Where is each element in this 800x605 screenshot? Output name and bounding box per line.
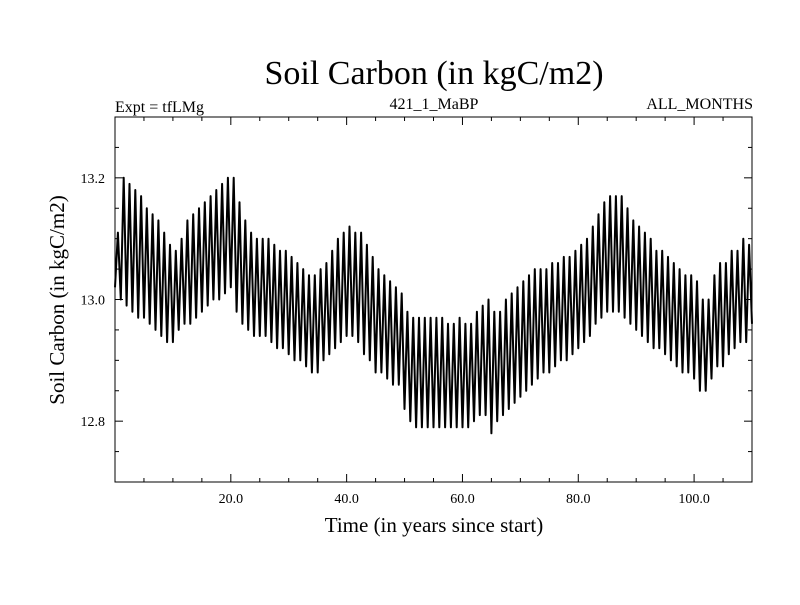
x-tick-label: 20.0 (219, 492, 244, 507)
chart-title: Soil Carbon (in kgC/m2) (264, 55, 603, 92)
experiment-label: Expt = tfLMg (115, 99, 204, 116)
x-axis-label: Time (in years since start) (325, 513, 544, 537)
tick-labels: 20.0 40.0 60.0 80.0 100.0 12.8 13.0 13.2 (81, 172, 710, 507)
months-label: ALL_MONTHS (646, 96, 753, 113)
x-tick-label: 80.0 (566, 492, 591, 507)
x-tick-label: 60.0 (450, 492, 475, 507)
y-tick-label: 12.8 (81, 415, 106, 430)
run-id-label: 421_1_MaBP (390, 96, 479, 113)
x-tick-label: 100.0 (678, 492, 710, 507)
y-tick-label: 13.0 (81, 294, 106, 309)
y-axis-label: Soil Carbon (in kgC/m2) (45, 195, 69, 404)
y-tick-label: 13.2 (81, 172, 106, 187)
soil-carbon-series-line (114, 176, 753, 435)
x-tick-label: 40.0 (334, 492, 359, 507)
